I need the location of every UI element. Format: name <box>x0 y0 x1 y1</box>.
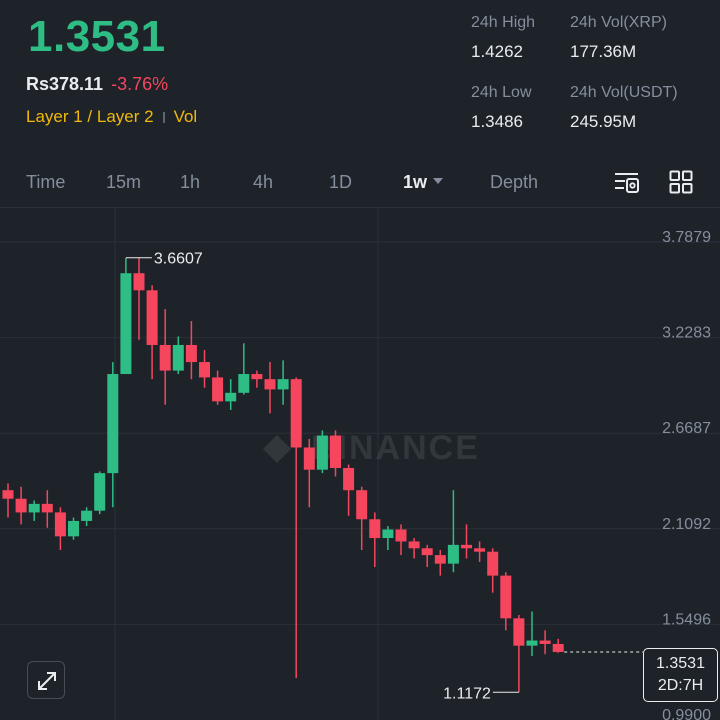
price-axis-label: 3.7879 <box>662 229 711 246</box>
fullscreen-button[interactable] <box>27 661 65 699</box>
high-marker-label: 3.6607 <box>154 251 203 268</box>
candle-body <box>316 435 328 470</box>
tab-1w[interactable]: 1w <box>403 172 444 193</box>
candle-body <box>513 618 525 646</box>
expand-icon <box>38 672 56 690</box>
tab-15m[interactable]: 15m <box>106 172 142 192</box>
tag-vol[interactable]: Vol <box>173 107 198 126</box>
price-axis-label: 3.2283 <box>662 325 711 342</box>
stat-label: 24h Vol(XRP) <box>570 14 667 31</box>
candle-body <box>330 435 341 468</box>
indicator-settings-icon[interactable] <box>614 170 640 199</box>
candle-body <box>474 548 486 552</box>
stat-label: 24h Low <box>471 84 532 101</box>
tag-separator <box>162 111 165 123</box>
chevron-down-icon <box>433 178 444 185</box>
candle-body <box>290 379 302 448</box>
price-axis-label: 1.5496 <box>662 611 711 628</box>
candle-body <box>94 473 106 511</box>
candle-body <box>487 551 499 576</box>
layout-grid-icon[interactable] <box>669 170 693 199</box>
tag-row: Layer 1 / Layer 2 Vol <box>26 107 197 127</box>
candle-body <box>133 273 145 291</box>
candle-body <box>461 544 472 549</box>
stat-value: 1.3486 <box>471 112 523 131</box>
candle-body <box>552 643 564 652</box>
tab-1d[interactable]: 1D <box>329 172 353 192</box>
candle-body <box>421 548 433 556</box>
tag-layer[interactable]: Layer 1 / Layer 2 <box>26 107 154 126</box>
candle-body <box>356 490 368 520</box>
candle-body <box>539 640 551 644</box>
tab-time[interactable]: Time <box>26 172 66 192</box>
candle-body <box>172 344 184 371</box>
tab-depth[interactable]: Depth <box>490 172 539 192</box>
countdown-label: 2D:7H <box>657 677 704 694</box>
candle-body <box>277 379 289 390</box>
candle-body <box>225 392 237 402</box>
stat-24h-vol-quote: 24h Vol(USDT) 245.95M <box>570 84 678 132</box>
candle-body <box>54 512 66 537</box>
candle-body <box>185 344 197 363</box>
timeframe-bar: Time 15m 1h 4h 1D 1w Depth <box>0 160 720 204</box>
candle-body <box>28 503 40 513</box>
candles <box>2 257 564 693</box>
candle-body <box>41 503 53 513</box>
candle-body <box>107 374 119 474</box>
stat-value: 177.36M <box>570 42 637 61</box>
current-price-label: 1.3531 <box>656 655 705 672</box>
candle-body <box>395 529 407 542</box>
stat-24h-low: 24h Low 1.3486 <box>471 84 532 132</box>
price-subline: Rs378.11 -3.76% <box>26 74 168 95</box>
candle-body <box>343 467 355 491</box>
tab-1w-label: 1w <box>403 172 428 192</box>
candle-body <box>199 362 210 378</box>
current-price-tag: 1.3531 2D:7H <box>643 648 718 702</box>
candle-body <box>447 544 459 564</box>
stat-label: 24h Vol(USDT) <box>570 84 678 101</box>
candle-body <box>81 510 93 521</box>
chart-grid <box>0 207 720 720</box>
price-axis-label: 2.1092 <box>662 516 711 533</box>
stat-24h-vol-base: 24h Vol(XRP) 177.36M <box>570 14 667 62</box>
fiat-price: Rs378.11 <box>26 74 104 94</box>
candle-body <box>526 640 538 646</box>
candle-body <box>369 519 381 539</box>
candle-body <box>500 575 512 619</box>
candle-body <box>264 379 276 390</box>
candle-body <box>238 374 250 393</box>
tab-1h[interactable]: 1h <box>180 172 201 192</box>
change-percent: -3.76% <box>111 74 169 94</box>
candle-body <box>408 541 420 549</box>
chart-divider <box>0 207 720 208</box>
candle-body <box>15 498 27 513</box>
tab-4h[interactable]: 4h <box>253 172 274 192</box>
candle-body <box>434 555 446 564</box>
stat-24h-high: 24h High 1.4262 <box>471 14 535 62</box>
candle-body <box>68 520 79 537</box>
candle-body <box>212 377 224 402</box>
candle-body <box>382 529 394 539</box>
price-axis-label: 0.9900 <box>662 707 711 720</box>
last-price: 1.3531 <box>28 12 166 61</box>
price-axis: 3.7879 3.2283 2.6687 2.1092 1.5496 0.9900 <box>662 229 711 720</box>
watermark-logo-icon <box>263 435 291 463</box>
stat-value: 245.95M <box>570 112 637 131</box>
candle-body <box>159 344 171 371</box>
stat-label: 24h High <box>471 14 536 31</box>
price-axis-label: 2.6687 <box>662 420 711 437</box>
low-marker-label: 1.1172 <box>443 685 491 702</box>
candle-body <box>2 490 14 499</box>
candle-body <box>120 273 132 375</box>
candle-body <box>251 374 263 380</box>
stat-value: 1.4262 <box>471 42 523 61</box>
candle-body <box>146 290 158 345</box>
candle-body <box>303 447 315 470</box>
candlestick-chart[interactable]: BINANCE 3.78793.22832.66872.10921.54960.… <box>0 207 720 720</box>
markers: 3.6607 1.1172 <box>125 251 643 702</box>
